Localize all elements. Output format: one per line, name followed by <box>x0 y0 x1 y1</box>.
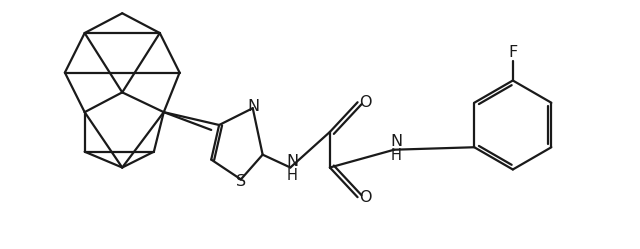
Text: N: N <box>390 134 402 149</box>
Text: H: H <box>287 168 298 183</box>
Text: O: O <box>359 95 372 110</box>
Text: H: H <box>390 148 401 163</box>
Text: N: N <box>248 99 260 114</box>
Text: F: F <box>508 45 518 60</box>
Text: S: S <box>236 174 246 189</box>
Text: N: N <box>286 154 298 169</box>
Text: O: O <box>359 190 372 205</box>
